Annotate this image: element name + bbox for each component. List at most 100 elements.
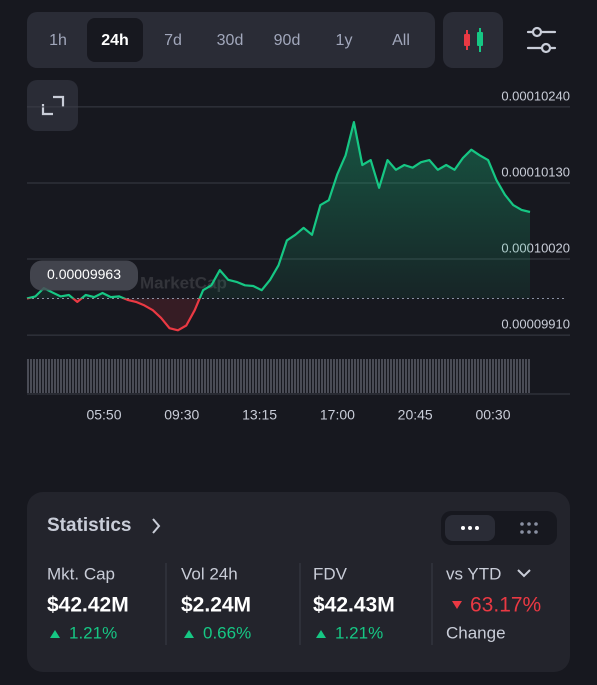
volume-bar — [147, 359, 149, 393]
candle-toggle[interactable] — [443, 12, 503, 68]
volume-bar — [198, 359, 200, 393]
volume-bar — [396, 359, 398, 393]
volume-bar — [228, 359, 230, 393]
volume-bar — [156, 359, 158, 393]
tab[interactable]: 90d — [274, 32, 301, 49]
volume-bar — [150, 359, 152, 393]
volume-bar — [336, 359, 338, 393]
volume-bar — [153, 359, 155, 393]
expand-button[interactable] — [27, 80, 78, 131]
tab-selected-bg[interactable] — [87, 18, 143, 62]
volume-bar — [288, 359, 290, 393]
tab[interactable]: 1y — [336, 32, 353, 49]
volume-bar — [27, 359, 29, 393]
volume-bar — [189, 359, 191, 393]
volume-bar — [456, 359, 458, 393]
volume-bar — [126, 359, 128, 393]
volume-bar — [393, 359, 395, 393]
volume-bar — [441, 359, 443, 393]
volume-bar — [513, 359, 515, 393]
volume-bar — [81, 359, 83, 393]
stats-title[interactable]: Statistics — [47, 515, 131, 536]
area-fill — [27, 122, 530, 299]
stat-value: $2.24M — [181, 594, 251, 617]
volume-bar — [447, 359, 449, 393]
stat-value: $42.42M — [47, 594, 129, 617]
settings-icon[interactable] — [526, 26, 557, 54]
volume-bar — [315, 359, 317, 393]
volume-bar — [342, 359, 344, 393]
volume-bar — [297, 359, 299, 393]
volume-bar — [255, 359, 257, 393]
volume-bar — [162, 359, 164, 393]
ytd-value: 63.17% — [470, 594, 541, 617]
volume-bar — [33, 359, 35, 393]
volume-bar — [252, 359, 254, 393]
y-tick-label: 0.00010240 — [501, 88, 570, 103]
volume-bar — [489, 359, 491, 393]
tab[interactable]: 30d — [217, 32, 244, 49]
volume-bar — [174, 359, 176, 393]
stat-change: 1.21% — [69, 623, 117, 642]
volume-bar — [108, 359, 110, 393]
volume-bar — [324, 359, 326, 393]
ytd-label[interactable]: vs YTD — [446, 564, 501, 583]
volume-bar — [111, 359, 113, 393]
volume-bar — [354, 359, 356, 393]
volume-bar — [480, 359, 482, 393]
volume-bar — [69, 359, 71, 393]
volume-bar — [444, 359, 446, 393]
volume-bar — [243, 359, 245, 393]
volume-bar — [222, 359, 224, 393]
volume-bar — [294, 359, 296, 393]
volume-bar — [42, 359, 44, 393]
volume-bar — [102, 359, 104, 393]
volume-bar — [90, 359, 92, 393]
volume-bar — [120, 359, 122, 393]
tab[interactable]: 24h — [101, 32, 129, 49]
y-tick-label: 0.00009910 — [501, 317, 570, 332]
volume-bar — [483, 359, 485, 393]
volume-bar — [426, 359, 428, 393]
x-tick-label: 09:30 — [164, 407, 199, 423]
volume-bar — [474, 359, 476, 393]
volume-bar — [195, 359, 197, 393]
volume-bar — [66, 359, 68, 393]
volume-bar — [258, 359, 260, 393]
volume-bar — [438, 359, 440, 393]
volume-bar — [234, 359, 236, 393]
volume-bar — [276, 359, 278, 393]
volume-bar — [333, 359, 335, 393]
tab[interactable]: 1h — [49, 32, 67, 49]
tab[interactable]: All — [392, 32, 410, 49]
volume-bar — [216, 359, 218, 393]
volume-bar — [219, 359, 221, 393]
volume-bar — [306, 359, 308, 393]
volume-bar — [375, 359, 377, 393]
price-line-up — [26, 121, 531, 299]
volume-bar — [84, 359, 86, 393]
stat-label: Vol 24h — [181, 564, 238, 583]
volume-bar — [345, 359, 347, 393]
ytd-sublabel: Change — [446, 623, 506, 642]
volume-bar — [264, 359, 266, 393]
volume-bar — [363, 359, 365, 393]
volume-bar — [78, 359, 80, 393]
baseline-label: 0.00009963 — [47, 266, 121, 282]
grid-icon[interactable] — [520, 522, 538, 534]
baseline-label-bg — [30, 260, 138, 291]
volume-bar — [402, 359, 404, 393]
volume-bar — [429, 359, 431, 393]
tab[interactable]: 7d — [164, 32, 182, 49]
volume-bar — [132, 359, 134, 393]
volume-bar — [495, 359, 497, 393]
volume-bar — [405, 359, 407, 393]
volume-bar — [93, 359, 95, 393]
volume-bar — [144, 359, 146, 393]
volume-bar — [285, 359, 287, 393]
expand-icon — [41, 95, 65, 116]
volume-bar — [183, 359, 185, 393]
volume-bar — [63, 359, 65, 393]
x-tick-label: 05:50 — [86, 407, 121, 423]
volume-bar — [36, 359, 38, 393]
